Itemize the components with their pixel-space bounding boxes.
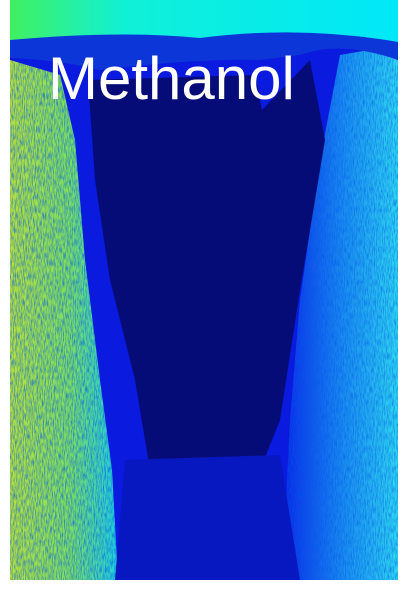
false-color-image: Methanol [0,0,402,589]
trench-floor [115,455,300,580]
image-label: Methanol [48,45,295,112]
